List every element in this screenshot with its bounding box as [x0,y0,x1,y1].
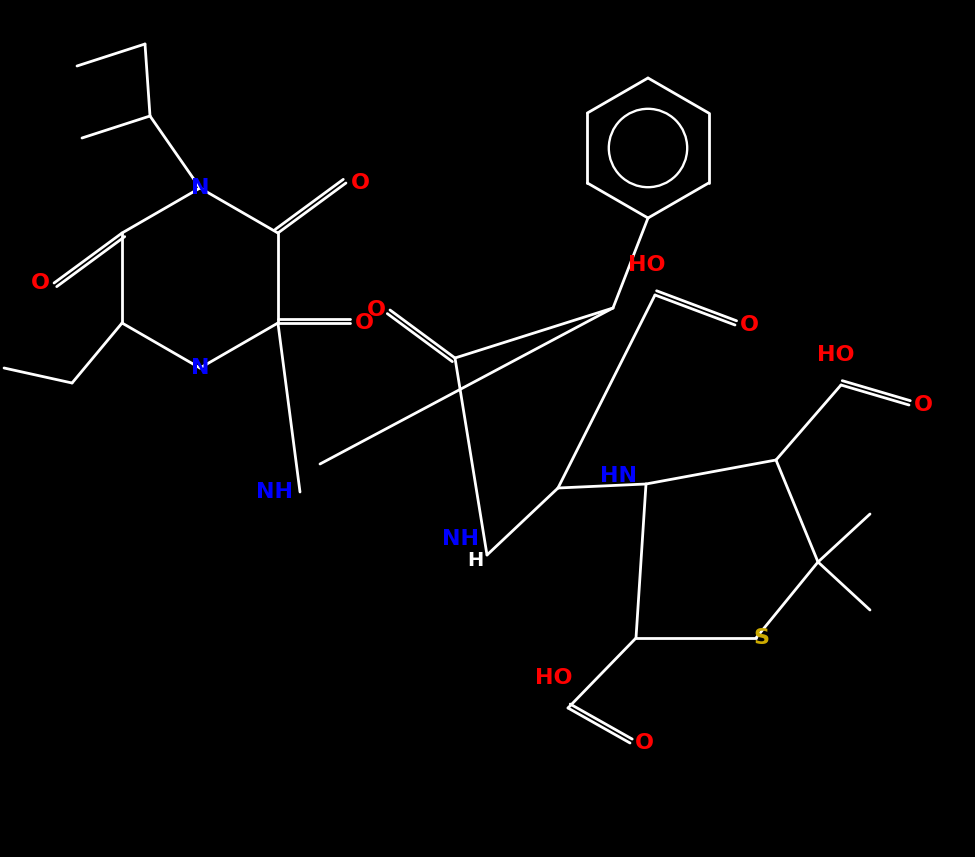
Text: O: O [367,300,385,320]
Text: HO: HO [535,668,572,688]
Text: S: S [753,628,769,648]
Text: H: H [467,550,484,570]
Text: N: N [191,358,210,378]
Text: HO: HO [628,255,666,275]
Text: NH: NH [255,482,292,502]
Text: O: O [355,313,373,333]
Text: O: O [350,173,370,193]
Text: O: O [914,395,932,415]
Text: HO: HO [817,345,855,365]
Text: HN: HN [600,466,637,486]
Text: O: O [30,273,50,293]
Text: O: O [739,315,759,335]
Text: O: O [635,733,653,753]
Text: NH: NH [442,529,479,549]
Text: N: N [191,178,210,198]
